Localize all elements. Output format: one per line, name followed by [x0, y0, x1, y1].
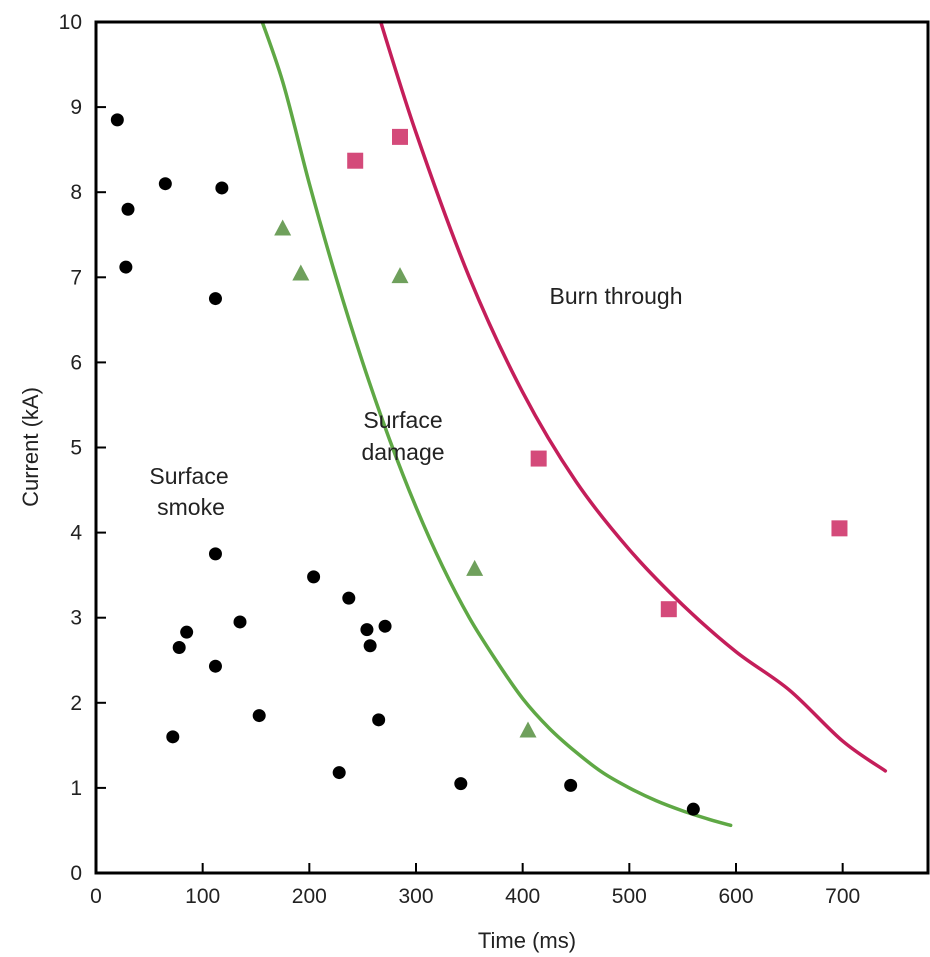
smoke-data-point	[119, 260, 133, 274]
smoke-data-point	[372, 713, 386, 727]
surface-damage-data-point	[519, 721, 537, 738]
x-tick-label: 400	[505, 885, 540, 908]
boundary-curves	[260, 22, 888, 828]
x-tick-label: 300	[398, 885, 433, 908]
smoke-data-point	[686, 802, 700, 816]
y-tick-label: 10	[59, 11, 82, 34]
plot-frame	[94, 20, 930, 875]
smoke-data-point	[158, 177, 172, 191]
smoke-data-point	[208, 547, 222, 561]
burn-through-data-point	[660, 601, 677, 618]
x-tick-label: 600	[718, 885, 753, 908]
smoke-data-point	[307, 570, 321, 584]
burn-through-data-point	[347, 152, 364, 169]
y-tick-label: 1	[70, 777, 82, 800]
x-tick-label: 500	[612, 885, 647, 908]
surface-smoke-label-line2: smoke	[157, 494, 225, 520]
smoke-data-point	[378, 619, 392, 633]
y-tick-label: 9	[70, 96, 82, 119]
smoke-data-point	[166, 730, 180, 744]
burn-through-label: Burn through	[550, 283, 683, 309]
y-axis-title: Current (kA)	[18, 387, 43, 507]
burn-through-data-point	[392, 128, 408, 145]
y-tick-label: 0	[70, 862, 82, 885]
y-tick-label: 6	[70, 351, 82, 374]
smoke-data-point	[110, 113, 124, 127]
smoke-data-point	[121, 202, 135, 216]
surface-damage-boundary-curve	[260, 22, 733, 828]
surface-damage-data-point	[292, 264, 310, 281]
x-axis-title: Time (ms)	[478, 928, 576, 953]
y-tick-label: 5	[70, 437, 82, 460]
y-tick-label: 8	[70, 181, 82, 204]
smoke-data-point	[252, 709, 266, 723]
smoke-data-point	[233, 615, 247, 629]
x-tick-label: 0	[90, 885, 102, 908]
burn-through-boundary-curve	[378, 22, 888, 773]
surface-smoke-label-line1: Surface	[149, 463, 228, 489]
y-tick-label: 3	[70, 607, 82, 630]
surface-damage-data-point	[274, 219, 292, 236]
x-axis-ticks: 0 100 200 300 400 500 600 700	[90, 863, 860, 908]
surface-damage-data-point	[391, 267, 409, 284]
smoke-data-point	[172, 640, 186, 654]
y-tick-label: 7	[70, 266, 82, 289]
x-tick-label: 700	[825, 885, 860, 908]
smoke-data-point	[342, 591, 356, 605]
smoke-data-point	[454, 777, 468, 791]
x-tick-label: 200	[292, 885, 327, 908]
smoke-data-point	[180, 625, 194, 639]
data-points	[110, 113, 848, 816]
smoke-data-point	[332, 766, 346, 780]
burn-through-data-point	[831, 520, 848, 537]
surface-damage-label-line2: damage	[361, 439, 444, 465]
x-tick-label: 100	[185, 885, 220, 908]
smoke-data-point	[363, 639, 377, 653]
smoke-data-point	[208, 659, 222, 673]
burn-through-data-point	[530, 450, 547, 467]
y-tick-label: 4	[70, 522, 82, 545]
y-tick-label: 2	[70, 692, 82, 715]
smoke-data-point	[215, 181, 229, 195]
smoke-data-point	[208, 292, 222, 306]
surface-damage-label-line1: Surface	[363, 407, 442, 433]
surface-damage-data-point	[466, 559, 484, 576]
y-axis-ticks: 0 1 2 3 4 5 6 7 8 9 10	[59, 11, 106, 885]
smoke-data-point	[564, 778, 578, 792]
smoke-data-point	[360, 623, 374, 637]
